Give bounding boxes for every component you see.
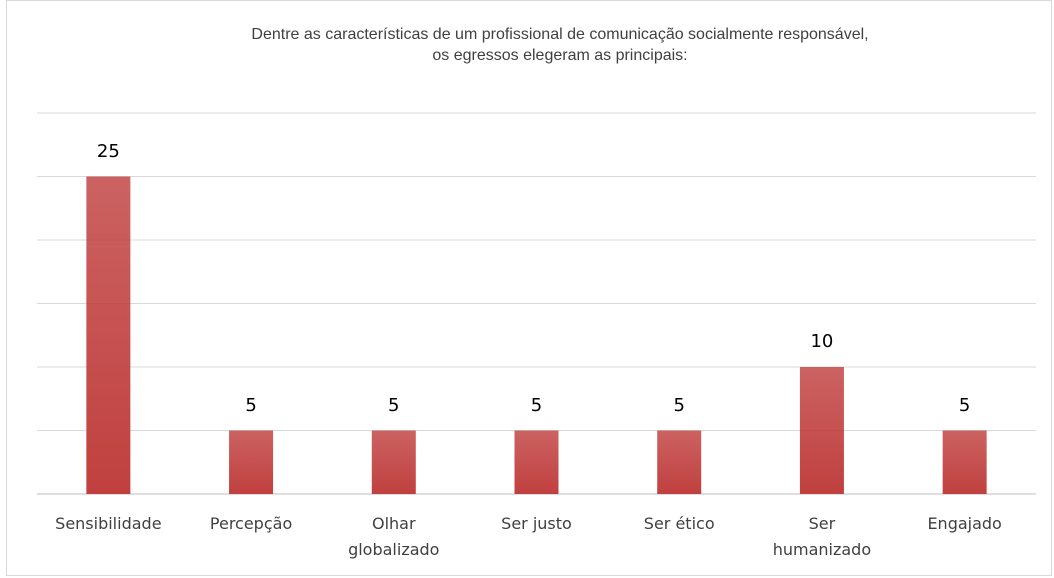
chart-title: Dentre as características de um profissi… <box>251 26 869 43</box>
value-label: 5 <box>958 394 971 416</box>
bar <box>657 430 702 494</box>
x-tick-label: Olhar globalizado <box>348 514 440 559</box>
chart-title: os egressos elegeram as principais: <box>432 47 688 64</box>
value-label: 10 <box>810 331 834 352</box>
value-label: 5 <box>673 394 685 416</box>
value-label: 25 <box>96 140 120 162</box>
x-tick-label: Ser ético <box>643 514 715 533</box>
x-tick-label: Percepção <box>209 514 293 533</box>
x-tick-label: Sensibilidade <box>55 514 162 533</box>
bar <box>86 176 131 494</box>
bar <box>514 430 559 494</box>
x-tick-label: Ser humanizado <box>772 514 872 559</box>
bar <box>799 367 844 494</box>
value-label: 5 <box>245 394 257 416</box>
bar <box>942 430 987 494</box>
bar <box>371 430 416 494</box>
chart-frame <box>6 0 1052 576</box>
value-label: 5 <box>388 394 400 416</box>
x-tick-label: Engajado <box>927 514 1002 533</box>
value-label: 5 <box>530 394 543 416</box>
x-tick-label: Ser justo <box>501 514 572 533</box>
bar <box>229 430 274 494</box>
